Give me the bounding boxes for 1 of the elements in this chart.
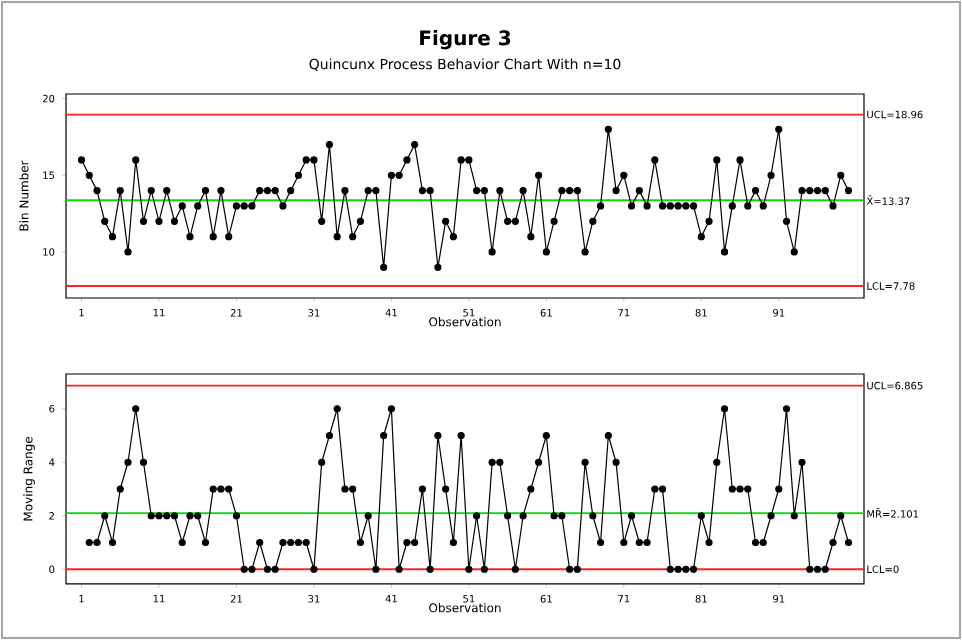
chart-title: Figure 3	[420, 29, 511, 50]
